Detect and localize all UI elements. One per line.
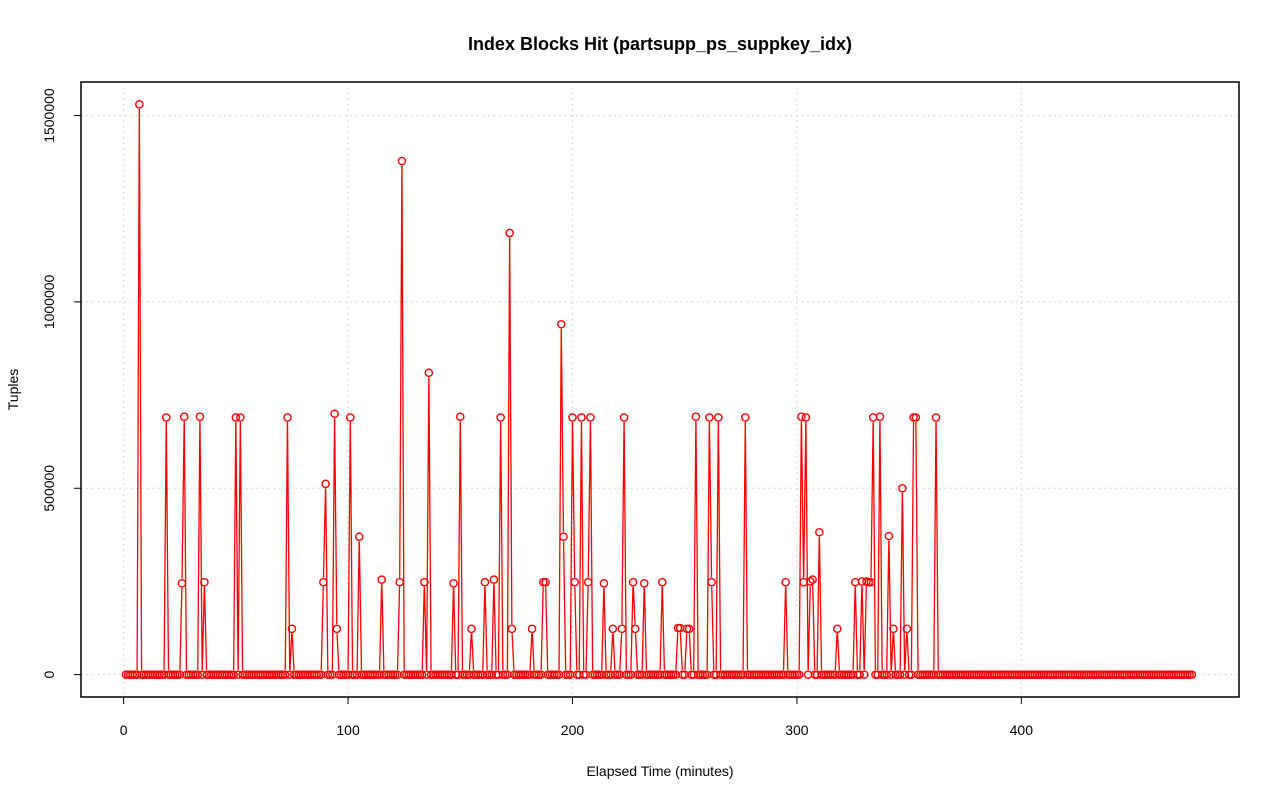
data-point — [632, 625, 639, 632]
x-tick-label: 200 — [561, 722, 585, 738]
data-point — [320, 579, 327, 586]
data-point — [692, 413, 699, 420]
y-tick-label: 1000000 — [41, 274, 57, 329]
data-point — [347, 414, 354, 421]
data-point — [715, 414, 722, 421]
data-point — [578, 414, 585, 421]
data-point — [742, 414, 749, 421]
data-point — [506, 229, 513, 236]
data-point — [181, 413, 188, 420]
data-point — [620, 414, 627, 421]
data-point — [782, 579, 789, 586]
data-point — [425, 369, 432, 376]
data-point — [708, 579, 715, 586]
x-tick-label: 400 — [1010, 722, 1034, 738]
data-point — [706, 414, 713, 421]
data-point — [560, 533, 567, 540]
x-tick-label: 0 — [120, 722, 128, 738]
data-point — [587, 414, 594, 421]
x-axis-title: Elapsed Time (minutes) — [586, 763, 733, 779]
data-point — [398, 157, 405, 164]
data-point — [333, 625, 340, 632]
data-point — [558, 321, 565, 328]
data-point — [899, 485, 906, 492]
data-point — [885, 532, 892, 539]
data-point — [834, 625, 841, 632]
data-point — [508, 625, 515, 632]
x-axis: 0 100 200 300 400 — [120, 697, 1033, 738]
data-point — [178, 580, 185, 587]
data-point — [802, 414, 809, 421]
data-point — [609, 625, 616, 632]
x-tick-label: 100 — [336, 722, 360, 738]
data-point — [196, 413, 203, 420]
y-tick-label: 1500000 — [41, 88, 57, 143]
data-point — [322, 480, 329, 487]
y-axis: 0 500000 1000000 1500000 — [41, 88, 81, 678]
data-point — [450, 580, 457, 587]
y-tick-label: 0 — [41, 671, 57, 679]
data-point — [641, 580, 648, 587]
data-point — [932, 414, 939, 421]
data-point — [571, 579, 578, 586]
data-point — [136, 101, 143, 108]
data-point — [378, 576, 385, 583]
data-point — [481, 579, 488, 586]
data-point — [396, 579, 403, 586]
x-tick-label: 300 — [785, 722, 809, 738]
data-point — [569, 414, 576, 421]
data-point — [284, 414, 291, 421]
data-point — [816, 529, 823, 536]
series-tuples — [122, 101, 1195, 678]
data-point — [618, 625, 625, 632]
series-line — [137, 109, 938, 670]
plot-frame — [81, 82, 1239, 697]
data-point — [528, 625, 535, 632]
data-point — [497, 414, 504, 421]
data-point — [659, 579, 666, 586]
data-point — [356, 533, 363, 540]
series-points — [122, 101, 1195, 678]
chart-title: Index Blocks Hit (partsupp_ps_suppkey_id… — [468, 34, 852, 54]
data-point — [629, 579, 636, 586]
data-point — [468, 625, 475, 632]
data-point — [331, 410, 338, 417]
data-point — [237, 414, 244, 421]
data-point — [585, 579, 592, 586]
y-tick-label: 500000 — [41, 465, 57, 512]
data-point — [490, 576, 497, 583]
data-point — [457, 413, 464, 420]
data-point — [600, 580, 607, 587]
grid — [81, 82, 1239, 697]
y-axis-title: Tuples — [5, 369, 21, 411]
data-point — [163, 414, 170, 421]
